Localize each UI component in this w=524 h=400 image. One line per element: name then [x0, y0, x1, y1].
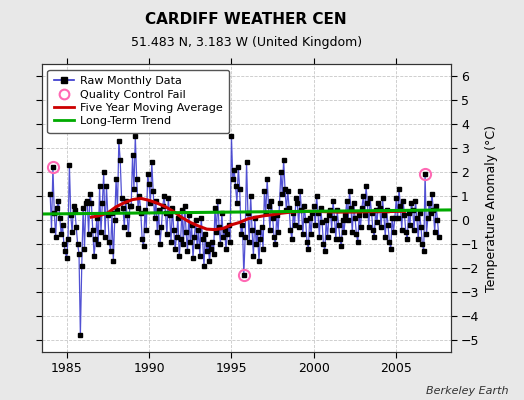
Text: 51.483 N, 3.183 W (United Kingdom): 51.483 N, 3.183 W (United Kingdom) [130, 36, 362, 49]
Text: Berkeley Earth: Berkeley Earth [426, 386, 508, 396]
Text: CARDIFF WEATHER CEN: CARDIFF WEATHER CEN [146, 12, 347, 27]
Y-axis label: Temperature Anomaly (°C): Temperature Anomaly (°C) [485, 124, 498, 292]
Legend: Raw Monthly Data, Quality Control Fail, Five Year Moving Average, Long-Term Tren: Raw Monthly Data, Quality Control Fail, … [48, 70, 229, 133]
